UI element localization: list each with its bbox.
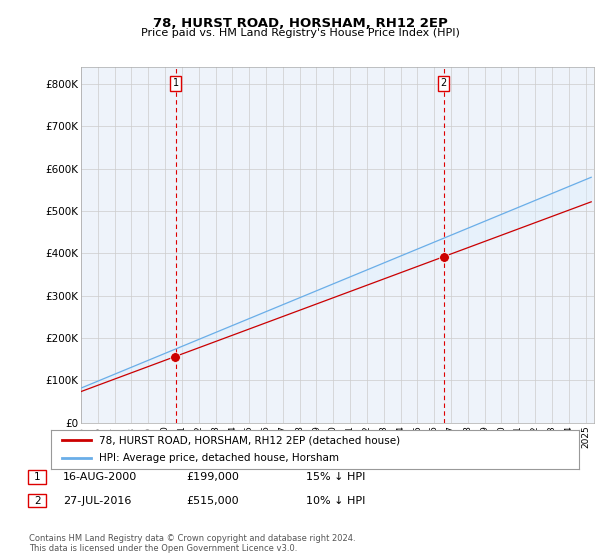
Text: 27-JUL-2016: 27-JUL-2016 [63, 496, 131, 506]
Text: 10% ↓ HPI: 10% ↓ HPI [306, 496, 365, 506]
Text: 2: 2 [440, 78, 447, 88]
Text: 78, HURST ROAD, HORSHAM, RH12 2EP (detached house): 78, HURST ROAD, HORSHAM, RH12 2EP (detac… [98, 435, 400, 445]
Text: Price paid vs. HM Land Registry's House Price Index (HPI): Price paid vs. HM Land Registry's House … [140, 28, 460, 38]
Text: Contains HM Land Registry data © Crown copyright and database right 2024.
This d: Contains HM Land Registry data © Crown c… [29, 534, 355, 553]
Text: 1: 1 [34, 472, 41, 482]
Text: 2: 2 [34, 496, 41, 506]
Text: £199,000: £199,000 [186, 472, 239, 482]
Text: HPI: Average price, detached house, Horsham: HPI: Average price, detached house, Hors… [98, 453, 338, 463]
Text: 78, HURST ROAD, HORSHAM, RH12 2EP: 78, HURST ROAD, HORSHAM, RH12 2EP [152, 17, 448, 30]
Text: 15% ↓ HPI: 15% ↓ HPI [306, 472, 365, 482]
Text: 1: 1 [172, 78, 179, 88]
Text: 16-AUG-2000: 16-AUG-2000 [63, 472, 137, 482]
Text: £515,000: £515,000 [186, 496, 239, 506]
